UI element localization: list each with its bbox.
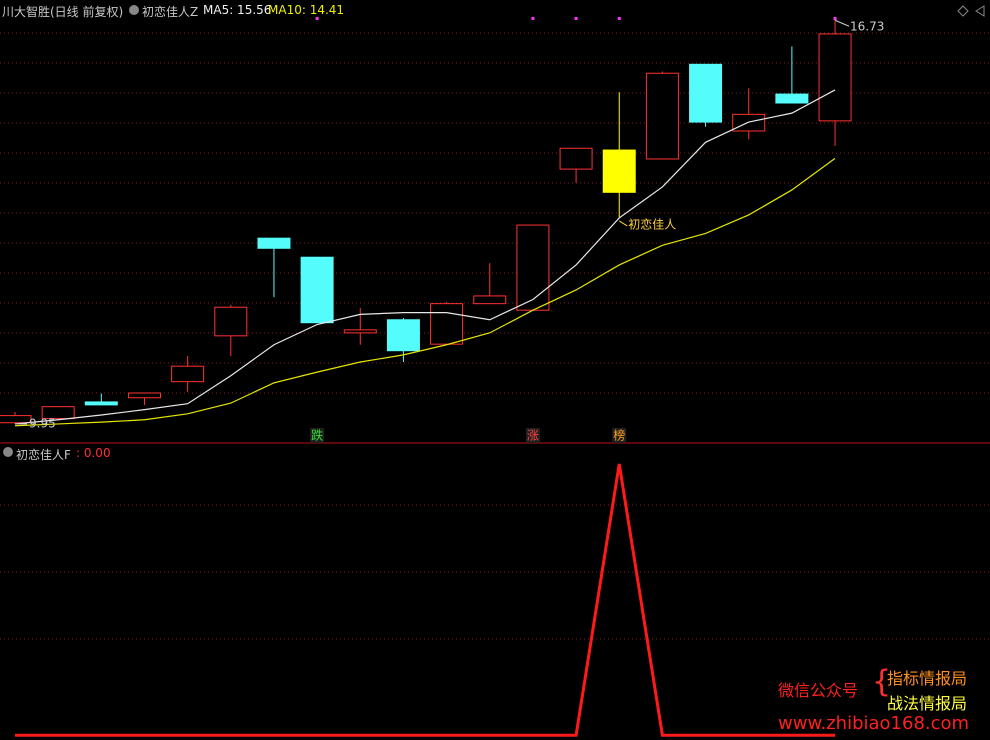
ma10-label: MA10: 14.41 <box>268 3 345 17</box>
candle-body <box>41 406 75 420</box>
watermark-url: www.zhibiao168.com <box>778 713 970 734</box>
signal-dot <box>617 17 621 20</box>
signal-dot <box>833 17 837 20</box>
candle-body <box>430 303 464 345</box>
ma-line <box>14 157 836 427</box>
candle-body <box>171 365 205 383</box>
watermark-account: 微信公众号 <box>778 681 859 700</box>
annotation-pointer <box>618 220 628 227</box>
candle-body <box>214 306 248 337</box>
menu-icon[interactable] <box>129 5 139 15</box>
max-label: 16.73 <box>850 20 884 34</box>
candle-body <box>300 256 334 324</box>
candle-body <box>84 401 118 406</box>
candle-body <box>257 237 291 249</box>
signal-dot <box>574 17 578 20</box>
candle-body <box>473 295 507 305</box>
candle-body <box>602 149 636 193</box>
signal-label: 跌 <box>311 428 323 443</box>
watermark-name: 指标情报局 <box>887 669 968 688</box>
signal-bg <box>612 428 627 443</box>
stock-title: 川大智胜(日线 前复权) <box>2 5 124 19</box>
lower-title: 初恋佳人F <box>16 448 71 462</box>
brace: { <box>872 665 891 700</box>
lower-value: : 0.00 <box>76 446 111 460</box>
signal-dot <box>531 17 535 20</box>
candle-body <box>689 63 723 123</box>
arrow-icon[interactable] <box>975 5 985 17</box>
candle-body <box>775 93 809 104</box>
diamond-icon[interactable] <box>957 5 969 17</box>
grid <box>0 32 990 640</box>
ma-line <box>14 89 836 425</box>
signal-dot <box>315 17 319 20</box>
indicator-line <box>15 463 836 737</box>
indicator-name: 初恋佳人Z <box>142 5 199 19</box>
candle-body <box>0 415 32 424</box>
candle-body <box>559 147 593 170</box>
ma5-label: MA5: 15.56 <box>203 3 272 17</box>
max-pointer <box>834 19 850 27</box>
candle-body <box>343 329 377 334</box>
min-label: 9.95 <box>29 416 56 430</box>
candle-body <box>645 72 679 160</box>
signal-label: 涨 <box>527 428 539 443</box>
signal-bg <box>310 428 325 443</box>
candle-body <box>127 392 161 399</box>
candle-body <box>386 319 420 352</box>
menu-icon[interactable] <box>3 447 13 457</box>
candle-body <box>818 33 852 122</box>
signal-label: 榜 <box>613 428 625 443</box>
signal-bg <box>525 428 540 443</box>
candle-body <box>516 224 550 311</box>
watermark-name: 战法情报局 <box>887 694 968 713</box>
annotation: 初恋佳人 <box>628 216 676 231</box>
